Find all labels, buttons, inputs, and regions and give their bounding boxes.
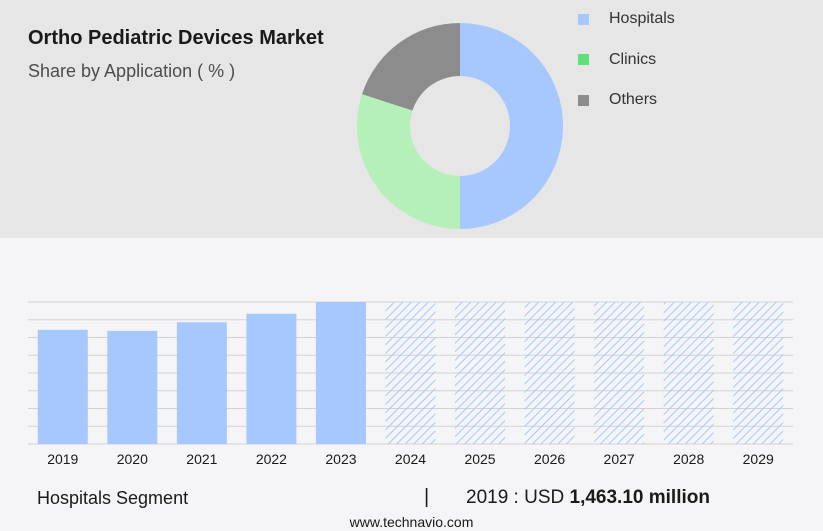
chart-subtitle: Share by Application ( % ) — [28, 61, 236, 81]
legend-label: Clinics — [609, 50, 657, 68]
bar-2025 — [455, 302, 506, 444]
legend-label: Hospitals — [609, 10, 675, 27]
donut-slice-others — [362, 23, 460, 111]
x-tick-label-2022: 2022 — [256, 451, 287, 467]
legend-label: Others — [609, 91, 658, 108]
x-tick-label-2026: 2026 — [534, 451, 565, 467]
bar-2024 — [385, 302, 436, 444]
legend: Hospitals Clinics Others — [578, 9, 675, 131]
footer-separator: | — [424, 486, 430, 508]
x-tick-label-2029: 2029 — [743, 451, 774, 467]
x-tick-label-2023: 2023 — [325, 451, 356, 467]
bar-2028 — [663, 302, 714, 444]
bar-2019 — [37, 329, 88, 444]
footer-year-label: 2019 : USD — [466, 487, 570, 508]
x-tick-label-2028: 2028 — [673, 451, 704, 467]
footer-value: 2019 : USD 1,463.10 million — [466, 487, 710, 509]
bar-2021 — [176, 322, 227, 444]
donut-slice-clinics — [357, 94, 460, 229]
x-tick-label-2019: 2019 — [47, 451, 78, 467]
x-tick-label-2021: 2021 — [186, 451, 217, 467]
legend-swatch-hospitals — [578, 13, 589, 25]
bar-2023 — [315, 302, 366, 444]
bar-2022 — [246, 313, 297, 444]
legend-swatch-clinics — [578, 54, 589, 65]
bar-2020 — [107, 330, 158, 444]
chart-title: Ortho Pediatric Devices Market — [28, 27, 324, 49]
donut-slice-hospitals — [460, 23, 563, 229]
x-tick-label-2020: 2020 — [117, 451, 148, 467]
source-link[interactable]: www.technavio.com — [349, 514, 474, 530]
legend-item-others: Others — [578, 90, 675, 110]
footer-value-amount: 1,463.10 million — [569, 487, 710, 508]
x-tick-label-2025: 2025 — [464, 451, 495, 467]
bar-2029 — [733, 302, 784, 444]
bar-2027 — [594, 302, 645, 444]
x-tick-label-2024: 2024 — [395, 451, 426, 467]
bar-2026 — [524, 302, 575, 444]
legend-swatch-others — [578, 94, 589, 106]
segment-label: Hospitals Segment — [37, 488, 189, 508]
legend-item-clinics: Clinics — [578, 50, 675, 70]
x-tick-label-2027: 2027 — [604, 451, 635, 467]
bar-chart: 2019 2020 2021 2022 2023 2024 2025 2026 2027 2028… — [28, 301, 793, 467]
legend-item-hospitals: Hospitals — [578, 9, 675, 29]
donut-chart — [357, 23, 563, 229]
